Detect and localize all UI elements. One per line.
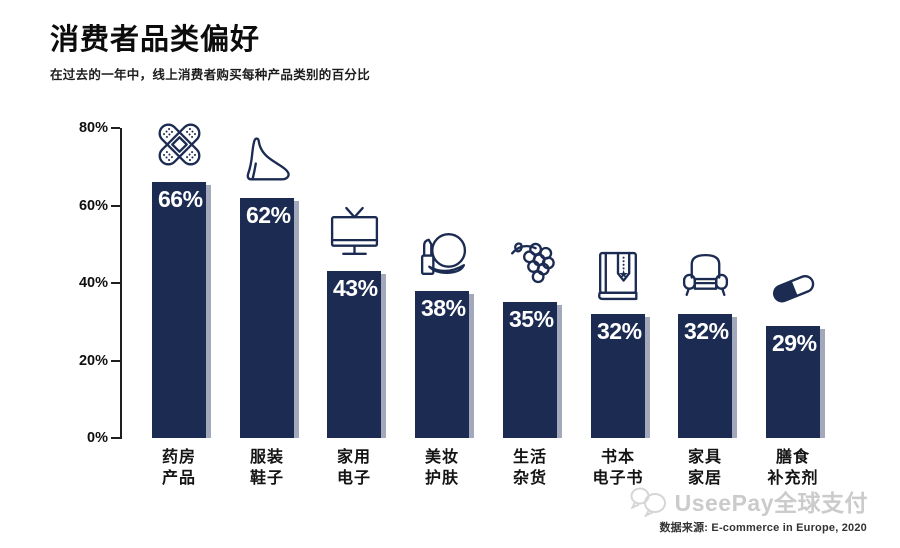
y-tick-mark xyxy=(111,127,120,129)
y-tick-label: 40% xyxy=(78,275,108,291)
category-label: 生活 杂货 xyxy=(512,449,548,487)
bar: 32% xyxy=(678,314,737,438)
bar-group: 38% 美妆 护肤 xyxy=(415,128,474,487)
category-label: 家具 家居 xyxy=(687,449,723,487)
category-label: 药房 产品 xyxy=(161,449,197,487)
bar-group: 62% 服装 鞋子 xyxy=(240,128,299,487)
bar: 43% xyxy=(327,271,386,438)
category-label: 服装 鞋子 xyxy=(249,449,285,487)
y-tick-label: 0% xyxy=(87,430,108,446)
bar-group: 43% 家用 电子 xyxy=(327,128,386,487)
category-label: 美妆 护肤 xyxy=(424,449,460,487)
armchair-icon xyxy=(673,247,737,305)
y-tick-label: 60% xyxy=(78,198,108,214)
bar-value-label: 43% xyxy=(333,275,378,301)
grapes-icon xyxy=(498,235,562,293)
bar: 62% xyxy=(240,198,299,438)
bar-group: 66% 药房 产品 xyxy=(152,128,211,487)
bar: 38% xyxy=(415,291,474,438)
y-axis-line xyxy=(120,128,122,439)
category-label: 家用 电子 xyxy=(336,449,372,487)
y-tick-mark xyxy=(111,205,120,207)
watermark-text: UseePay全球支付 xyxy=(674,490,868,516)
watermark: UseePay全球支付 xyxy=(628,484,868,518)
book-icon xyxy=(586,247,650,305)
plot-area: 66% 药房 产品 62% 服装 鞋子 43% 家用 电子 38% 美妆 护肤 35% 生活 杂货 32% 书本… xyxy=(152,128,827,487)
category-label: 膳食 补充剂 xyxy=(767,449,819,487)
capsule-icon xyxy=(761,259,825,317)
category-label: 书本 电子书 xyxy=(592,449,644,487)
y-tick-mark xyxy=(111,360,120,362)
bar-value-label: 66% xyxy=(158,186,203,212)
bar-value-label: 32% xyxy=(597,318,642,344)
y-tick-mark xyxy=(111,437,120,439)
y-tick-mark xyxy=(111,282,120,284)
cosmetics-icon xyxy=(410,224,474,282)
bar-value-label: 29% xyxy=(772,330,817,356)
y-tick-label: 20% xyxy=(78,353,108,369)
bar: 66% xyxy=(152,182,211,438)
bar: 35% xyxy=(503,302,562,438)
data-source: 数据来源: E-commerce in Europe, 2020 xyxy=(659,522,867,534)
chat-bubbles-icon xyxy=(630,487,666,517)
chart-subtitle: 在过去的一年中，线上消费者购买每种产品类别的百分比 xyxy=(50,68,371,82)
bar-value-label: 62% xyxy=(246,202,291,228)
bar-value-label: 35% xyxy=(509,306,554,332)
bar-value-label: 32% xyxy=(684,318,729,344)
bar-group: 29% 膳食 补充剂 xyxy=(766,128,825,487)
bar-group: 35% 生活 杂货 xyxy=(503,128,562,487)
bar: 32% xyxy=(591,314,650,438)
bandage-icon xyxy=(147,115,211,173)
y-tick-label: 80% xyxy=(78,120,108,136)
bar-value-label: 38% xyxy=(421,295,466,321)
chart-title: 消费者品类偏好 xyxy=(50,24,261,56)
tv-icon xyxy=(322,204,386,262)
bar-group: 32% 家具 家居 xyxy=(678,128,737,487)
high-heel-icon xyxy=(235,131,299,189)
y-axis: 80% 60% 40% 20% 0% xyxy=(0,120,130,446)
bar-group: 32% 书本 电子书 xyxy=(591,128,650,487)
bar: 29% xyxy=(766,326,825,438)
